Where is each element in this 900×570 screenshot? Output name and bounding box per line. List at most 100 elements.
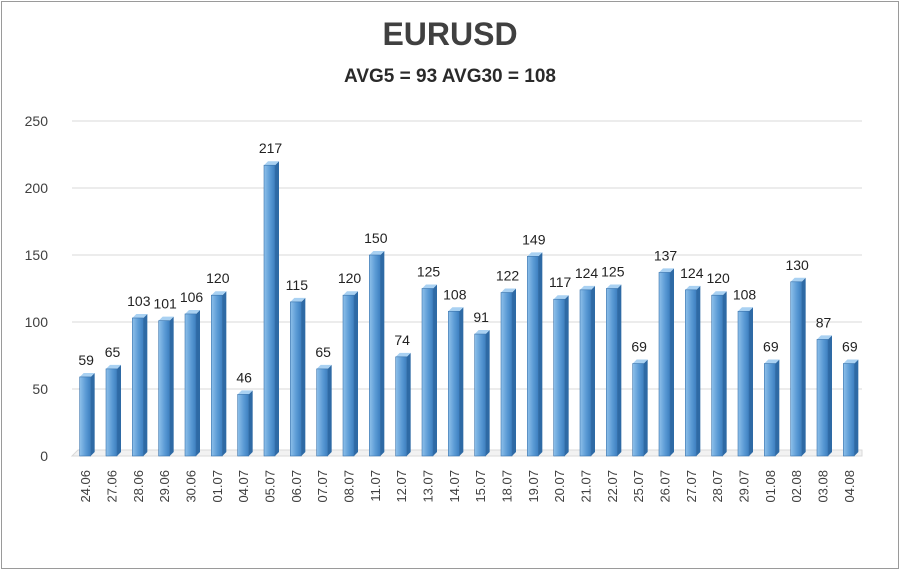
x-tick-label: 06.07 [289, 470, 304, 503]
bar-front [606, 288, 618, 457]
chart-subtitle: AVG5 = 93 AVG30 = 108 [344, 66, 556, 87]
bar-front [632, 363, 644, 457]
bar-side [248, 390, 253, 456]
x-tick-label: 07.07 [315, 470, 330, 503]
bar-01.07 [211, 291, 227, 457]
data-label: 217 [259, 140, 283, 156]
x-tick-label: 18.07 [500, 470, 515, 503]
y-tick-label: 200 [25, 180, 49, 196]
bar-front [500, 292, 513, 457]
x-tick-label: 21.07 [579, 470, 594, 503]
bar-18.07 [500, 288, 516, 457]
data-label: 103 [127, 293, 151, 309]
bar-side [854, 359, 859, 456]
bar-side [406, 352, 411, 456]
x-tick-label: 19.07 [526, 470, 541, 503]
bar-29.06 [158, 316, 174, 457]
data-label: 46 [236, 369, 252, 385]
bar-top [843, 359, 859, 364]
x-tick-label: 01.07 [210, 470, 225, 503]
x-tick-label: 01.08 [763, 470, 778, 503]
x-tick-label: 03.08 [816, 470, 831, 503]
bar-side [512, 288, 516, 456]
bar-front [237, 394, 249, 457]
data-label: 69 [631, 339, 647, 355]
bar-04.08 [843, 359, 859, 457]
bar-top [185, 309, 200, 314]
bar-front [211, 294, 223, 457]
bar-side [828, 335, 832, 456]
y-tick-label: 250 [25, 113, 49, 129]
x-tick-label: 04.08 [842, 470, 857, 503]
x-tick-label: 20.07 [552, 470, 567, 503]
bar-side [485, 330, 490, 456]
bar-22.07 [606, 284, 622, 457]
y-tick-label: 100 [25, 314, 49, 330]
bar-front [474, 333, 486, 457]
bar-06.07 [290, 297, 306, 457]
bar-top [501, 288, 516, 293]
bar-side [354, 291, 358, 456]
bar-top [343, 291, 358, 296]
bar-side [433, 284, 437, 456]
bar-27.07 [685, 285, 701, 457]
bar-21.07 [579, 285, 595, 457]
x-tick-label: 29.06 [157, 470, 172, 503]
x-tick-label: 22.07 [605, 470, 620, 503]
bar-top [316, 364, 332, 369]
bar-side [196, 309, 200, 456]
bar-front [579, 289, 592, 457]
data-label: 124 [575, 265, 599, 281]
bar-15.07 [474, 330, 490, 457]
data-label: 115 [286, 277, 309, 293]
x-tick-label: 28.06 [131, 470, 146, 503]
data-label: 137 [654, 247, 678, 263]
bar-front [158, 320, 170, 457]
x-tick-label: 13.07 [421, 470, 436, 503]
bar-side [696, 285, 701, 456]
bar-side [380, 251, 385, 456]
data-label: 150 [364, 230, 388, 246]
bar-top [738, 307, 753, 312]
data-label: 125 [601, 264, 625, 280]
bar-front [132, 317, 144, 457]
x-tick-label: 12.07 [394, 470, 409, 503]
x-tick-label: 27.07 [684, 470, 699, 503]
bar-20.07 [553, 295, 569, 457]
bar-front [764, 363, 776, 457]
bar-top [659, 268, 674, 273]
bar-front [79, 376, 91, 457]
bar-side [90, 372, 95, 456]
x-tick-label: 26.07 [658, 470, 673, 503]
bar-side [143, 313, 148, 456]
bar-side [459, 307, 464, 456]
bar-side [169, 316, 174, 456]
bar-28.07 [711, 291, 727, 457]
x-tick-label: 28.07 [710, 470, 725, 503]
bar-top [632, 359, 648, 364]
data-label: 65 [105, 344, 121, 360]
bar-top [211, 291, 227, 296]
bar-side [801, 277, 806, 456]
bar-side [117, 364, 121, 456]
data-label: 117 [549, 274, 572, 290]
x-tick-label: 29.07 [737, 470, 752, 503]
bar-top [106, 364, 121, 369]
data-label: 106 [180, 289, 204, 305]
data-label: 65 [315, 344, 331, 360]
y-tick-label: 50 [32, 381, 48, 397]
data-label: 120 [206, 270, 230, 286]
bar-top [685, 285, 701, 290]
bar-top [580, 285, 595, 290]
bar-side [722, 291, 727, 456]
bar-14.07 [448, 307, 464, 457]
x-tick-label: 25.07 [631, 470, 646, 503]
bar-side [749, 307, 753, 456]
bar-top [817, 335, 832, 340]
bar-front [395, 356, 407, 457]
bar-front [843, 363, 855, 457]
x-tick-label: 24.06 [78, 470, 93, 503]
data-label: 108 [733, 286, 757, 302]
